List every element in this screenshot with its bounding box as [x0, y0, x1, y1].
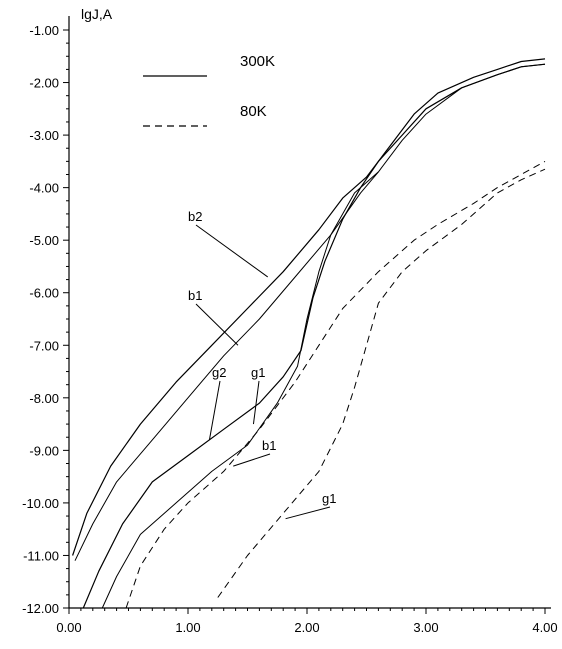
- y-tick-label: -10.00: [22, 496, 59, 511]
- y-tick-label: -4.00: [29, 181, 59, 196]
- annotation-leader-line: [195, 303, 239, 346]
- x-tick-label: 0.00: [56, 620, 81, 635]
- annotation-label: b2: [188, 209, 202, 224]
- annotation-leader-line: [252, 380, 260, 425]
- legend: 300K 80K: [143, 53, 275, 127]
- y-tick-label: -1.00: [29, 23, 59, 38]
- series-line-3: [82, 63, 546, 609]
- annotation-label: g1: [322, 491, 336, 506]
- annotation-layer: b2 b1 g2 g1 b1 g1: [188, 209, 336, 520]
- y-tick-label: -12.00: [22, 601, 59, 616]
- y-tick-label: -5.00: [29, 233, 59, 248]
- legend-label: 80K: [240, 103, 267, 120]
- annotation-leader-line: [233, 453, 271, 467]
- legend-label: 300K: [240, 53, 275, 70]
- series-line-5: [125, 160, 546, 609]
- annotation-label: b1: [188, 288, 202, 303]
- x-tick-label: 4.00: [532, 620, 557, 635]
- y-tick-label: -8.00: [29, 391, 59, 406]
- annotation-leader-line: [285, 506, 331, 520]
- annotation-leader-line: [195, 224, 269, 278]
- y-tick-label: -7.00: [29, 338, 59, 353]
- y-tick-label: -2.00: [29, 76, 59, 91]
- series-line-6: [217, 168, 546, 598]
- annotation-label: g1: [251, 365, 265, 380]
- series-layer: [72, 58, 546, 609]
- annotation-label: g2: [212, 365, 226, 380]
- annotation-label: b1: [262, 438, 276, 453]
- series-line-4: [101, 171, 379, 609]
- x-tick-label: 1.00: [175, 620, 200, 635]
- y-tick-label: -9.00: [29, 443, 59, 458]
- y-tick-label: -3.00: [29, 128, 59, 143]
- y-tick-label: -11.00: [23, 548, 59, 563]
- axes: -1.00 -2.00 -3.00 -4.00 -5.00 -6.00 -7.00 -8.00…: [22, 6, 558, 635]
- x-tick-label: 2.00: [294, 620, 319, 635]
- y-axis-label: lgJ,A: [81, 6, 113, 22]
- x-tick-label: 3.00: [413, 620, 438, 635]
- y-tick-label: -6.00: [29, 286, 59, 301]
- annotation-leader-line: [208, 380, 221, 440]
- series-line-1: [72, 58, 546, 556]
